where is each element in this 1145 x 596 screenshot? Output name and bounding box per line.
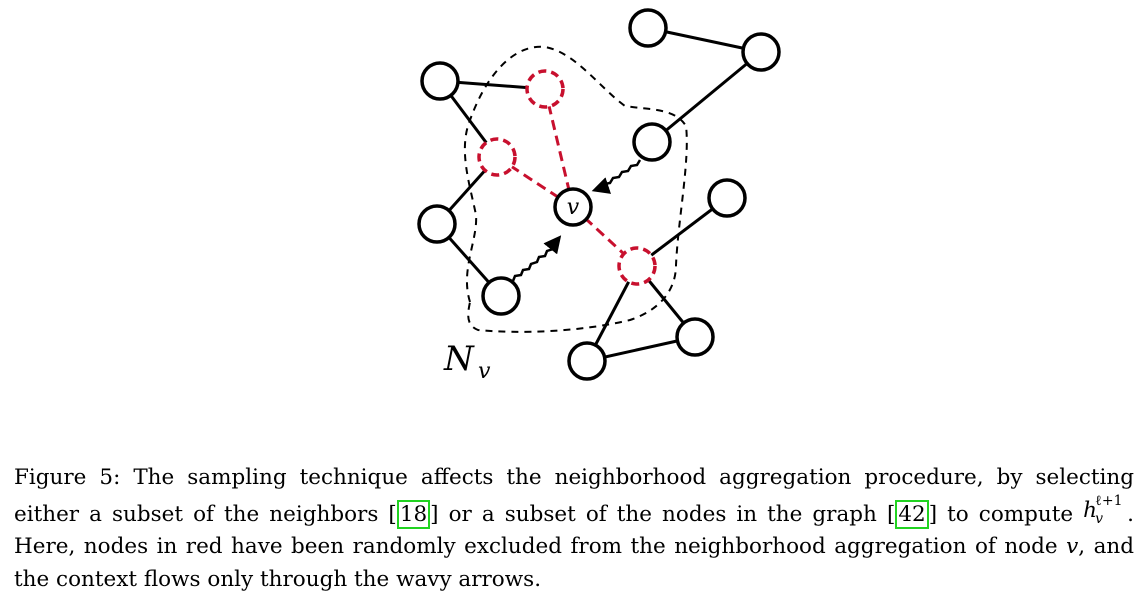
citation-18[interactable]: 18 [396,499,431,529]
citation-42[interactable]: 42 [895,499,929,529]
node-center-v [553,187,593,227]
math-superscript: ℓ+1 [1095,492,1123,509]
node-bottom-right-b [675,317,715,357]
caption-text-2: or a subset of the nodes in the graph [438,501,887,527]
caption-text-5: , and the context flows only through the… [14,534,1134,592]
math-base: h [1083,497,1098,523]
neighborhood-label-sub: v [478,359,491,384]
caption-text-1: Figure 5: The sampling technique affects… [14,465,1134,527]
excluded-edge-top [543,88,575,208]
neighborhood-label: N [443,339,475,379]
caption-text-4: . Here, nodes in red have been randomly … [14,501,1135,560]
node-lower-left-inner [481,276,521,316]
edge-topright-inner [651,50,762,144]
node-red-bottom-right [617,246,657,286]
node-upper-left [420,61,460,101]
node-bottom-right-a [567,341,607,381]
math-subscript: v [1095,510,1104,527]
node-red-top [525,69,565,109]
wavy-arrow-lower-line [511,235,562,282]
node-top-right-a [628,8,668,48]
node-top-right-b [741,32,781,72]
figure-caption: Figure 5: The sampling technique affects… [14,465,1135,592]
node-right-outer [707,178,747,218]
wavy-arrow-upper-line [591,159,642,194]
caption-text-3: to compute [937,501,1084,527]
node-mid-left [417,204,457,244]
node-red-left [477,137,517,177]
neighborhood-boundary [463,45,688,333]
math-h-v-l-plus-1: h ℓ+1 v [1083,493,1127,527]
caption-node-var: v [1066,534,1079,559]
node-center-label: v [567,195,580,220]
node-upper-right-inner [632,122,672,162]
graph-figure: v N v [417,8,781,384]
